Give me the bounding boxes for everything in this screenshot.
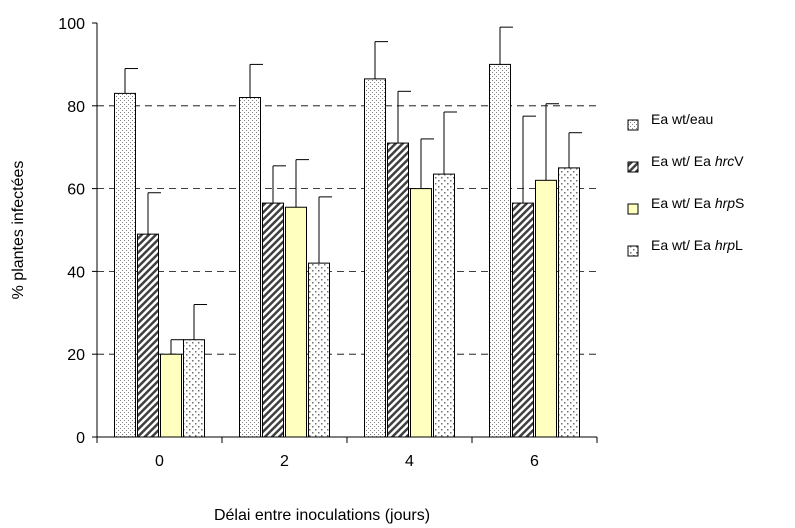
axes: [92, 22, 598, 443]
y-tick-label: 40: [67, 264, 85, 281]
bar: [535, 179, 557, 438]
bar: [308, 262, 330, 438]
legend-swatch: [627, 203, 639, 215]
y-tick-labels: 0 20 40 60 80 100: [58, 16, 85, 447]
bar: [114, 92, 136, 438]
legend: Ea wt/eau Ea wt/ Ea hrcV Ea wt/ Ea hrpS Ea …: [627, 111, 744, 257]
bar: [387, 142, 409, 438]
bar: [239, 97, 261, 438]
bar: [262, 202, 284, 438]
y-tick-label: 80: [67, 99, 85, 116]
y-tick-label: 60: [67, 182, 85, 199]
x-tick-label: 6: [530, 453, 539, 470]
bar: [410, 188, 432, 438]
bars-layer: [114, 63, 580, 438]
bar: [183, 339, 205, 438]
bar: [364, 78, 386, 438]
bar: [160, 353, 182, 438]
x-tick-labels: 0 2 4 6: [155, 453, 539, 470]
x-tick-label: 4: [405, 453, 414, 470]
legend-swatch: [627, 161, 639, 173]
legend-swatch: [627, 119, 639, 131]
bar: [433, 173, 455, 438]
bar: [137, 233, 159, 438]
legend-label: Ea wt/eau: [651, 111, 713, 127]
legend-label: Ea wt/ Ea hrpS: [651, 195, 744, 211]
error-bars-layer: [124, 26, 582, 355]
y-tick-label: 100: [58, 16, 85, 33]
y-tick-label: 0: [76, 430, 85, 447]
legend-label: Ea wt/ Ea hrpL: [651, 237, 743, 253]
bar: [285, 206, 307, 438]
y-axis-title: % plantes infectées: [10, 161, 27, 300]
legend-label: Ea wt/ Ea hrcV: [651, 153, 744, 169]
x-tick-label: 0: [155, 453, 164, 470]
bar: [558, 167, 580, 438]
bar: [489, 63, 511, 438]
x-tick-label: 2: [280, 453, 289, 470]
x-axis-title: Délai entre inoculations (jours): [214, 507, 430, 524]
legend-swatch: [627, 245, 639, 257]
y-tick-label: 20: [67, 347, 85, 364]
bar: [512, 202, 534, 438]
